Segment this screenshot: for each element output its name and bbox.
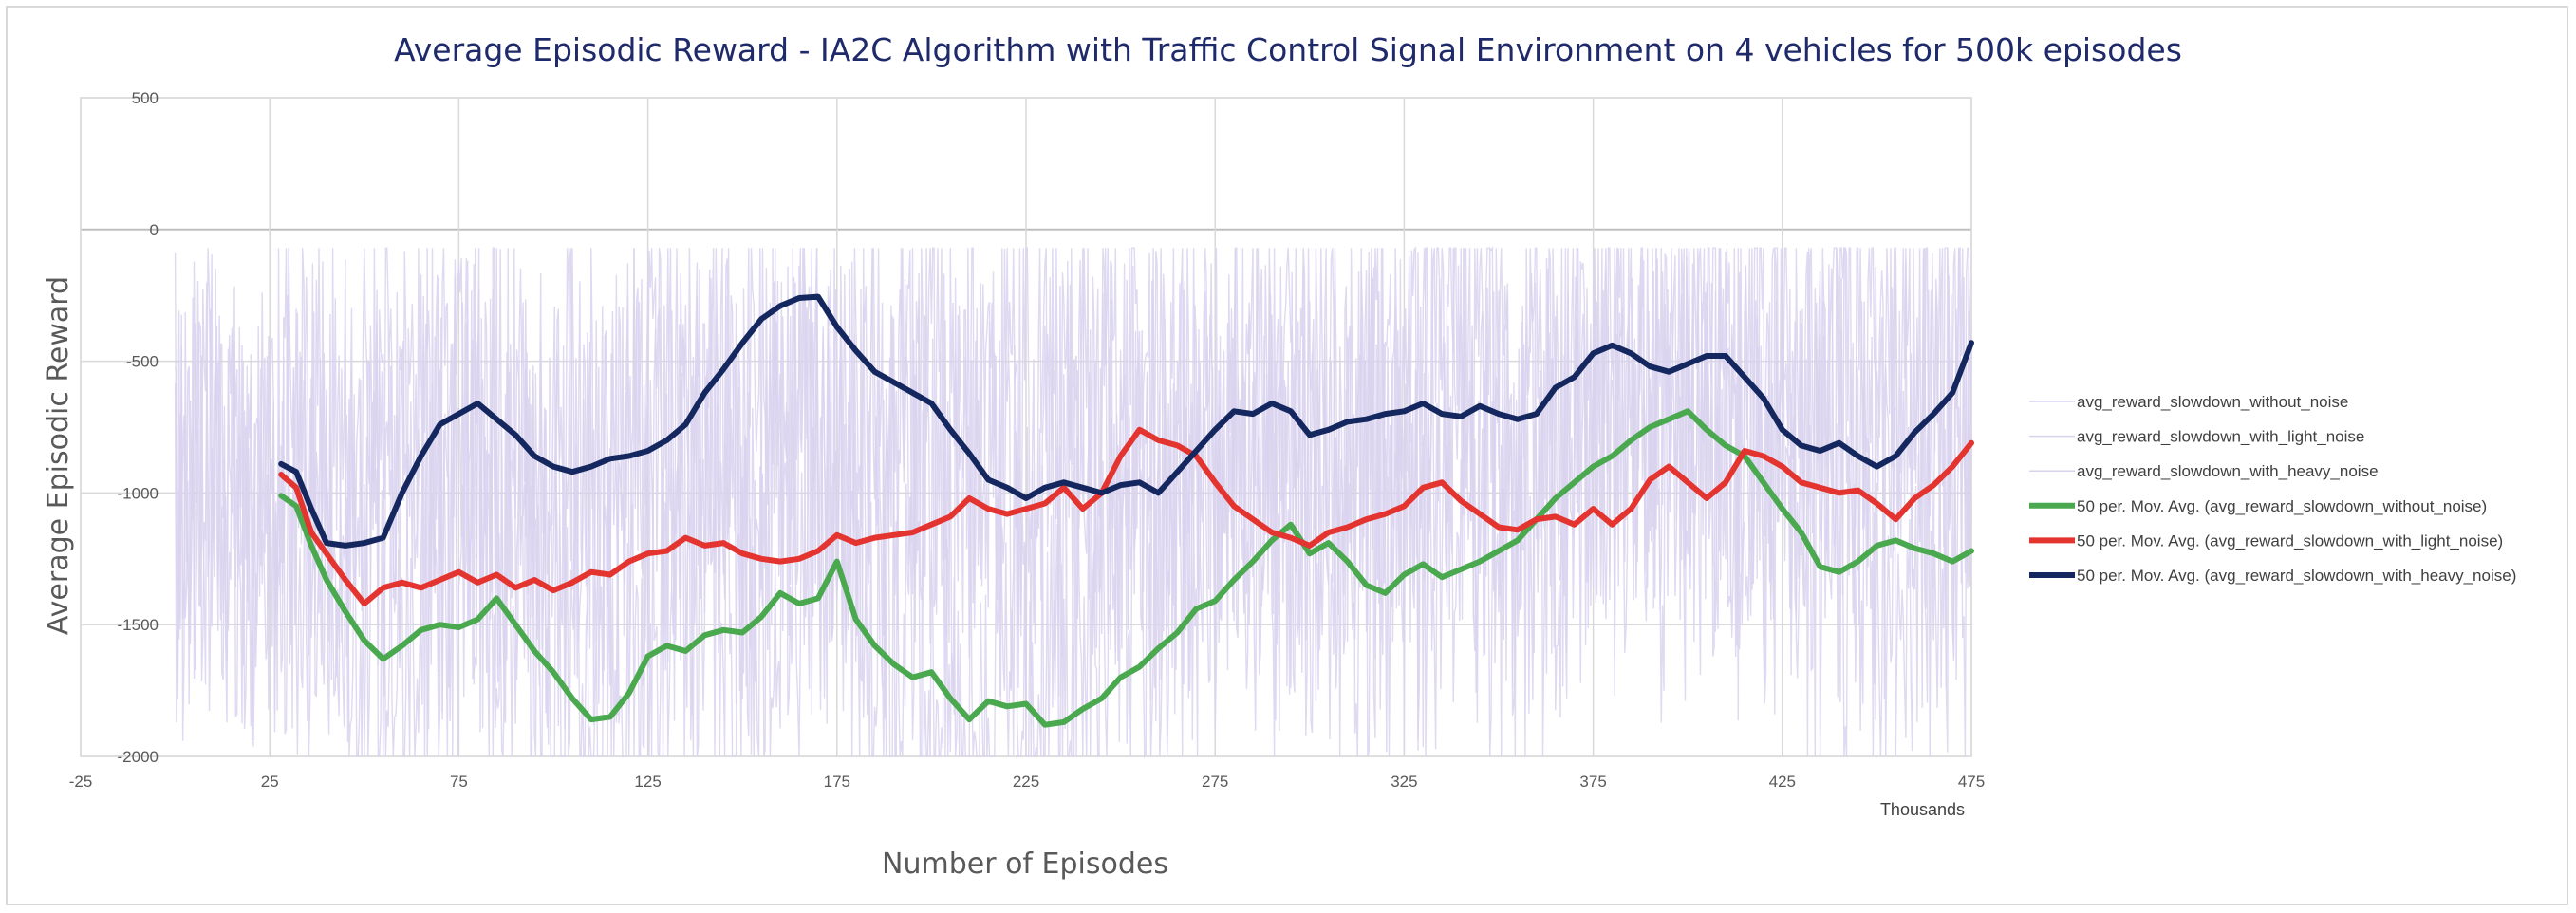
legend-label: 50 per. Mov. Avg. (avg_reward_slowdown_w… — [2077, 497, 2487, 515]
x-tick-label: 125 — [634, 773, 661, 791]
x-tick-label: 25 — [261, 773, 279, 791]
y-tick-label: 500 — [132, 89, 159, 107]
x-tick-label: 325 — [1391, 773, 1417, 791]
legend-label: avg_reward_slowdown_with_heavy_noise — [2077, 462, 2379, 480]
legend-label: avg_reward_slowdown_with_light_noise — [2077, 428, 2364, 446]
legend-label: 50 per. Mov. Avg. (avg_reward_slowdown_w… — [2077, 567, 2516, 585]
series-line — [278, 408, 1974, 728]
x-tick-label: 75 — [450, 773, 468, 791]
series-line — [278, 293, 1974, 549]
x-unit-label: Thousands — [1880, 800, 1965, 819]
legend-label: avg_reward_slowdown_without_noise — [2077, 393, 2348, 411]
raw-series-line — [174, 245, 1972, 747]
chart-title: Average Episodic Reward - IA2C Algorithm… — [394, 31, 2182, 68]
y-tick-label: -1500 — [118, 616, 159, 634]
y-axis-title: Average Episodic Reward — [42, 276, 75, 635]
tick-labels: -2000 -1500 -1000 -500 0 500 -25 25 75 125 175 225 2… — [69, 89, 1985, 791]
x-tick-label: 475 — [1958, 773, 1985, 791]
series-line — [278, 426, 1974, 606]
y-tick-label: -1000 — [118, 484, 159, 502]
y-tick-label: -2000 — [118, 748, 159, 766]
x-tick-label: 275 — [1202, 773, 1228, 791]
x-tick-label: 225 — [1013, 773, 1039, 791]
y-tick-label: -500 — [126, 353, 159, 371]
series-layer — [278, 293, 1974, 728]
x-tick-label: 175 — [824, 773, 850, 791]
legend-label: 50 per. Mov. Avg. (avg_reward_slowdown_w… — [2077, 531, 2503, 550]
x-axis-title: Number of Episodes — [882, 848, 1168, 881]
x-tick-label: -25 — [69, 773, 93, 791]
y-tick-label: 0 — [150, 221, 159, 239]
x-tick-label: 425 — [1769, 773, 1796, 791]
x-tick-label: 375 — [1579, 773, 1606, 791]
raw-series-layer — [174, 245, 1972, 759]
legend: avg_reward_slowdown_without_noise avg_rew… — [2029, 393, 2516, 585]
